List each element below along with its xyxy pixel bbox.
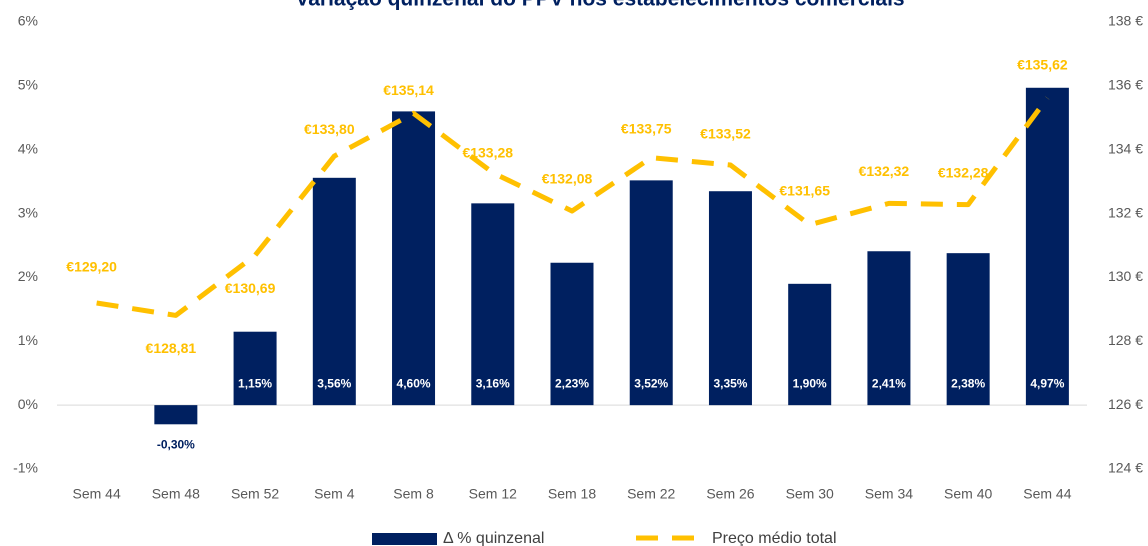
- x-tick-label: Sem 30: [786, 486, 834, 502]
- bar-value-label: 3,52%: [634, 376, 668, 390]
- line-value-label: €133,80: [304, 121, 355, 137]
- y2-tick-label: 124 €: [1108, 460, 1143, 476]
- y-tick-label: -1%: [13, 460, 38, 476]
- bar-value-label: -0,30%: [157, 437, 195, 451]
- y-tick-label: 0%: [18, 396, 38, 412]
- y2-tick-label: 134 €: [1108, 140, 1143, 156]
- x-tick-label: Sem 22: [627, 486, 675, 502]
- y-tick-label: 1%: [18, 332, 38, 348]
- y-tick-label: 4%: [18, 140, 38, 156]
- bar-value-label: 3,16%: [476, 376, 510, 390]
- line-value-label: €132,08: [542, 171, 593, 187]
- line-value-label: €129,20: [66, 259, 117, 275]
- bar-value-label: 4,60%: [397, 376, 431, 390]
- legend-label: Preço médio total: [712, 530, 837, 546]
- y-tick-label: 6%: [18, 13, 38, 29]
- line-value-label: €131,65: [779, 182, 830, 198]
- x-tick-label: Sem 52: [231, 486, 279, 502]
- y2-tick-label: 130 €: [1108, 268, 1143, 284]
- y2-tick-label: 126 €: [1108, 396, 1143, 412]
- bar-value-label: 2,23%: [555, 376, 589, 390]
- line-value-label: €132,32: [859, 163, 910, 179]
- bar: [788, 283, 832, 406]
- y-tick-label: 3%: [18, 204, 38, 220]
- x-tick-label: Sem 12: [469, 486, 517, 502]
- line-value-label: €135,62: [1017, 57, 1068, 73]
- x-tick-label: Sem 48: [152, 486, 200, 502]
- bar-value-label: 1,15%: [238, 376, 272, 390]
- y-tick-label: 5%: [18, 77, 38, 93]
- line: [96, 96, 1050, 318]
- line-value-label: €133,75: [621, 120, 672, 136]
- line-value-label: €130,69: [225, 280, 276, 296]
- legend-swatch: [372, 533, 437, 545]
- line-value-label: €133,28: [462, 144, 513, 160]
- line-value-label: €135,14: [383, 82, 434, 98]
- bar-value-label: 3,35%: [713, 376, 747, 390]
- bar-value-label: 3,56%: [317, 376, 351, 390]
- y2-tick-label: 132 €: [1108, 204, 1143, 220]
- y-tick-label: 2%: [18, 268, 38, 284]
- y2-tick-label: 138 €: [1108, 13, 1143, 29]
- x-tick-label: Sem 4: [314, 486, 355, 502]
- bar-value-label: 2,41%: [872, 376, 906, 390]
- legend-label: Δ % quinzenal: [443, 530, 544, 546]
- x-tick-label: Sem 40: [944, 486, 992, 502]
- x-tick-label: Sem 26: [706, 486, 754, 502]
- y2-tick-label: 128 €: [1108, 332, 1143, 348]
- x-tick-label: Sem 44: [1023, 486, 1071, 502]
- bar: [392, 111, 436, 406]
- chart-title: Variação quinzenal do PPV nos estabeleci…: [295, 0, 904, 11]
- x-tick-label: Sem 44: [72, 486, 120, 502]
- y2-tick-label: 136 €: [1108, 77, 1143, 93]
- bar: [629, 180, 673, 406]
- bar: [708, 191, 752, 406]
- x-tick-label: Sem 8: [393, 486, 434, 502]
- bar: [946, 253, 990, 406]
- bar: [1025, 87, 1069, 406]
- bar-value-label: 4,97%: [1030, 376, 1064, 390]
- line-value-label: €132,28: [938, 164, 989, 180]
- bar: [312, 177, 356, 406]
- bar: [233, 331, 277, 406]
- x-tick-label: Sem 34: [865, 486, 913, 502]
- bar: [550, 262, 594, 406]
- line-value-label: €128,81: [146, 340, 197, 356]
- bar: [867, 251, 911, 406]
- bar: [471, 203, 515, 406]
- bar-value-label: 1,90%: [793, 376, 827, 390]
- bar: [154, 405, 198, 425]
- x-tick-label: Sem 18: [548, 486, 596, 502]
- line-value-label: €133,52: [700, 126, 751, 142]
- bar-value-label: 2,38%: [951, 376, 985, 390]
